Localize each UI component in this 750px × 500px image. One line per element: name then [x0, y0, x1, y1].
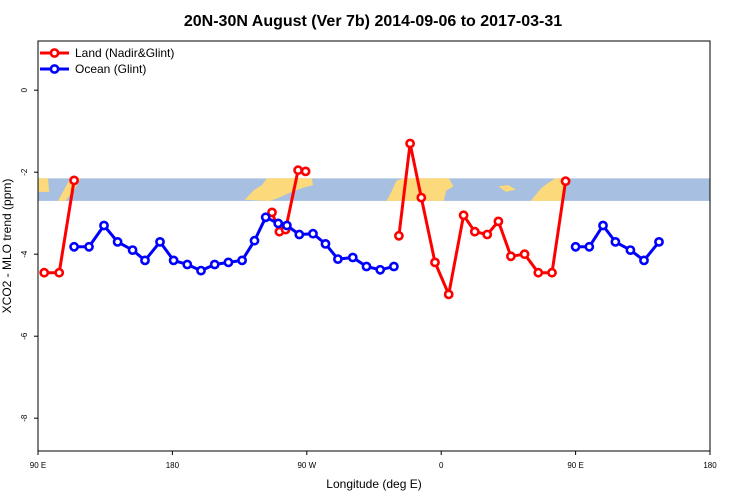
data-point — [505, 251, 516, 262]
data-point — [570, 241, 581, 252]
data-point — [294, 229, 305, 240]
data-point — [209, 259, 220, 270]
series-layer — [39, 138, 664, 300]
data-point — [375, 264, 386, 275]
data-point — [84, 241, 94, 252]
legend: Land (Nadir&Glint) Ocean (Glint) — [40, 46, 174, 76]
y-tick-label: -8 — [20, 414, 29, 422]
map-land-6 — [530, 178, 569, 201]
legend-label: Ocean (Glint) — [75, 62, 146, 76]
data-point — [273, 218, 284, 229]
legend-marker — [49, 48, 60, 58]
plot-frame — [37, 40, 711, 452]
data-point — [493, 216, 504, 227]
data-point — [393, 230, 404, 241]
map-strip — [38, 178, 710, 201]
data-point — [54, 267, 65, 278]
data-point — [127, 245, 138, 255]
data-point — [308, 228, 318, 239]
data-point — [547, 267, 557, 278]
legend-marker — [49, 64, 60, 74]
x-tick-label: 90 W — [297, 461, 316, 470]
data-point — [430, 257, 440, 268]
data-point — [249, 235, 260, 246]
map-land-5 — [498, 185, 516, 192]
map-ocean — [38, 178, 710, 201]
data-point — [99, 220, 109, 231]
y-tick-label: -4 — [20, 250, 29, 258]
x-axis: 90 E 180 90 W 0 90 E 180 — [30, 451, 717, 470]
data-point — [196, 265, 206, 276]
series-ocean — [69, 212, 664, 276]
data-point — [361, 261, 372, 272]
y-tick-label: -6 — [20, 332, 29, 340]
x-axis-label: Longitude (deg E) — [326, 477, 421, 491]
x-tick-label: 90 E — [567, 461, 583, 470]
y-tick-label: -2 — [20, 168, 29, 176]
data-point — [293, 165, 303, 176]
y-axis: 0 -2 -4 -6 -8 — [20, 87, 38, 422]
data-point — [610, 236, 621, 247]
data-point — [237, 255, 247, 266]
y-tick-label: 0 — [20, 87, 29, 92]
data-point — [267, 207, 277, 218]
data-point — [416, 192, 427, 203]
chart-title: 20N-30N August (Ver 7b) 2014-09-06 to 20… — [184, 13, 562, 30]
data-point — [112, 236, 123, 247]
data-point — [458, 210, 469, 221]
map-land-1 — [38, 178, 50, 192]
data-point — [300, 166, 311, 177]
data-point — [69, 241, 79, 252]
data-point — [533, 267, 544, 278]
data-point — [347, 252, 358, 263]
x-tick-label: 90 E — [30, 461, 46, 470]
data-point — [281, 220, 292, 231]
data-point — [519, 249, 530, 260]
data-point — [182, 259, 193, 270]
data-point — [320, 238, 331, 249]
data-point — [69, 175, 79, 186]
data-point — [469, 226, 480, 237]
y-axis-label: XCO2 - MLO trend (ppm) — [0, 179, 14, 314]
x-tick-label: 180 — [703, 461, 717, 470]
x-tick-label: 180 — [166, 461, 180, 470]
legend-label: Land (Nadir&Glint) — [75, 46, 174, 60]
data-point — [482, 229, 493, 240]
data-point — [39, 267, 50, 278]
data-point — [405, 138, 415, 149]
data-point — [155, 236, 165, 247]
series-line — [74, 215, 395, 273]
data-point — [443, 289, 454, 300]
data-point — [560, 176, 571, 187]
data-point — [598, 220, 608, 231]
series-land — [39, 138, 571, 300]
data-point — [625, 245, 636, 255]
data-point — [223, 257, 234, 268]
data-point — [639, 255, 649, 266]
x-tick-label: 0 — [439, 461, 444, 470]
data-point — [584, 241, 595, 252]
data-point — [260, 212, 271, 223]
data-point — [168, 255, 179, 266]
data-point — [388, 261, 399, 272]
data-point — [654, 236, 664, 247]
data-point — [140, 255, 150, 266]
data-point — [332, 254, 343, 264]
